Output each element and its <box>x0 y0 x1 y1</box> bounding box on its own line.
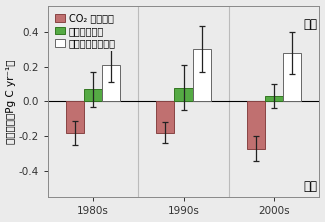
Legend: CO₂ 施肥効果, 気候変動効果, 土地利用変化効果: CO₂ 施肥効果, 気候変動効果, 土地利用変化効果 <box>52 10 119 51</box>
Bar <box>66 101 84 133</box>
Bar <box>193 49 211 101</box>
Bar <box>102 65 120 101</box>
Bar <box>265 96 283 101</box>
Bar <box>156 101 175 133</box>
Y-axis label: 炭素収支（Pg C yr⁻¹）: 炭素収支（Pg C yr⁻¹） <box>6 59 16 144</box>
Text: 排出: 排出 <box>304 18 318 31</box>
Bar <box>247 101 265 149</box>
Text: 吸収: 吸収 <box>304 180 318 193</box>
Bar <box>84 89 102 101</box>
Bar <box>175 87 193 101</box>
Bar <box>283 53 301 101</box>
